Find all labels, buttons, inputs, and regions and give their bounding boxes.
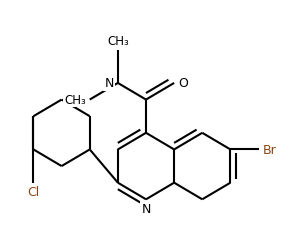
Text: CH₃: CH₃ [64,94,86,107]
Text: Br: Br [263,143,276,156]
Text: CH₃: CH₃ [107,35,129,48]
Text: O: O [178,77,188,90]
Text: N: N [141,202,151,215]
Text: N: N [105,77,114,90]
Text: Cl: Cl [27,186,40,198]
